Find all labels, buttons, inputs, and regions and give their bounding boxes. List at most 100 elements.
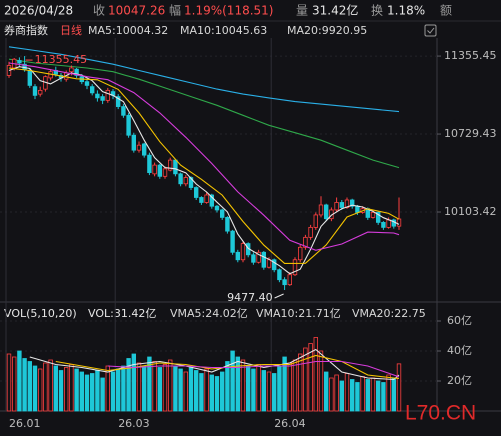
volume-bar <box>245 365 251 412</box>
volume-bar <box>147 356 152 412</box>
candle-body <box>188 177 194 188</box>
candle-body <box>209 194 214 207</box>
volume-bar <box>230 350 235 412</box>
period: 日线 <box>60 23 82 37</box>
candle-body <box>141 143 147 156</box>
candle-body <box>157 164 162 177</box>
volume-bar <box>303 347 308 412</box>
volume-ma-legend: VMA5:24.02亿 <box>170 307 248 320</box>
candle-body <box>339 202 344 208</box>
candle-body <box>313 214 318 228</box>
volume-bar <box>11 356 17 412</box>
volume-bar <box>136 362 142 412</box>
change-value: 1.19%(118.51) <box>184 4 273 18</box>
candle-body <box>90 86 95 94</box>
trend-line <box>8 58 400 169</box>
low-label: 9477.40 <box>227 291 273 304</box>
candle-body <box>251 254 256 263</box>
x-tick-label: 26.03 <box>118 417 150 430</box>
y-tick-label: 20亿 <box>447 374 472 387</box>
candle-body <box>370 212 376 218</box>
volume-bar <box>173 365 178 412</box>
volume-bar <box>126 358 131 412</box>
volume-bar <box>74 368 79 412</box>
y-tick-label: 10729.43 <box>444 127 497 140</box>
volume-bar <box>396 363 402 412</box>
volume-ma-legend: VMA10:21.71亿 <box>256 307 341 320</box>
candle-body <box>173 159 178 175</box>
candle-body <box>235 251 240 261</box>
volume-ma-line <box>29 348 400 381</box>
volume-bar <box>27 361 32 412</box>
candle-body <box>178 173 183 185</box>
volume-bar <box>344 373 350 412</box>
volume-bar <box>240 359 246 412</box>
volume-bar <box>43 362 48 412</box>
volume-bar <box>334 374 339 412</box>
volume-value: 31.42亿 <box>312 3 358 18</box>
volume-bar <box>381 382 386 412</box>
volume-bar <box>318 350 324 412</box>
volume-bar <box>282 356 287 412</box>
volume-bar <box>141 365 147 412</box>
x-tick-label: 26.04 <box>274 417 306 430</box>
candle-body <box>22 63 27 70</box>
candle-body <box>334 202 339 211</box>
candle-body <box>287 274 292 286</box>
volume-bar <box>6 353 12 412</box>
volume-bar <box>266 371 272 412</box>
candle-body <box>193 187 199 198</box>
volume-bar <box>370 377 376 412</box>
volume-bar <box>297 353 303 412</box>
ma-line <box>8 66 400 275</box>
candle-body <box>84 81 90 86</box>
candle-body <box>147 154 152 173</box>
volume-bar <box>386 374 391 412</box>
candle-body <box>105 89 110 101</box>
candle-body <box>199 197 204 203</box>
toggle-icon[interactable] <box>424 24 437 37</box>
x-tick-label: 26.01 <box>9 417 41 430</box>
candle-body <box>167 159 173 171</box>
volume-bar <box>329 377 334 412</box>
y-tick-label: 60亿 <box>447 314 472 327</box>
candle-body <box>17 60 22 64</box>
volume-bar <box>84 374 90 412</box>
y-tick-label: 10103.42 <box>444 205 497 218</box>
amount-label: 额 <box>440 4 452 18</box>
candle-body <box>74 68 79 76</box>
volume-bar <box>214 376 220 412</box>
candle-body <box>318 204 324 216</box>
candle-body <box>116 96 121 107</box>
candle-body <box>256 251 261 263</box>
candle-body <box>230 230 235 253</box>
checkbox[interactable] <box>424 24 437 37</box>
candle-body <box>386 219 391 228</box>
volume-bar <box>313 337 318 412</box>
volume-bar <box>308 343 313 412</box>
candle-body <box>292 259 298 276</box>
candle-body <box>183 177 188 185</box>
volume-bar <box>183 371 188 412</box>
trend-line <box>8 46 400 113</box>
volume-bar <box>105 365 110 412</box>
ma-line <box>8 62 400 251</box>
volume-bar <box>235 356 240 412</box>
candle-body <box>308 226 313 238</box>
candle-body <box>95 93 100 99</box>
volume-bar <box>162 364 168 412</box>
candle-body <box>225 217 230 232</box>
candle-body <box>261 251 266 268</box>
candle-body <box>349 199 355 207</box>
y-tick-label: 40亿 <box>447 344 472 357</box>
candle-body <box>396 218 402 227</box>
candle-body <box>38 89 43 95</box>
candle-body <box>121 106 126 116</box>
turnover-value: 1.18% <box>387 4 425 18</box>
candle-body <box>266 259 272 268</box>
volume-bar <box>209 374 214 412</box>
volume-bar <box>58 370 64 412</box>
volume-bar <box>188 367 194 412</box>
volume-bar <box>110 371 116 412</box>
